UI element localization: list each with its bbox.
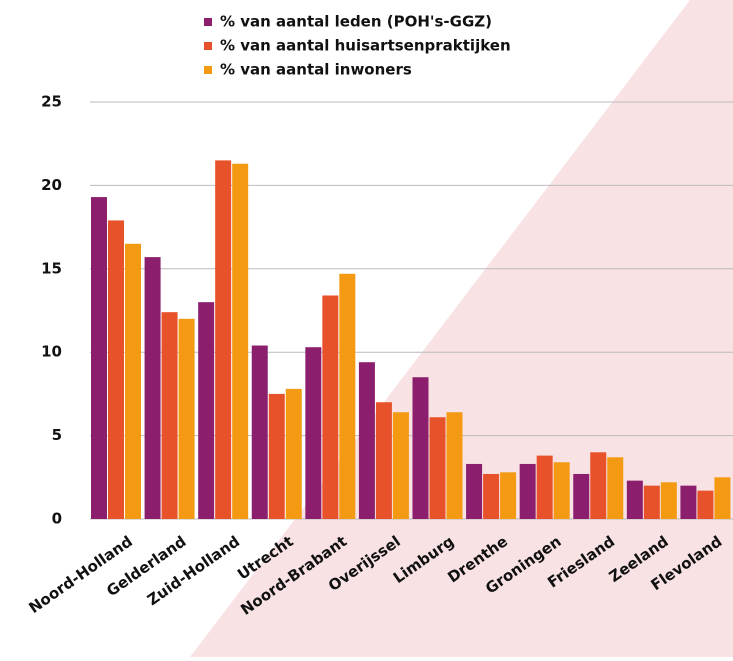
bar — [161, 312, 178, 519]
x-tick-label: Zuid-Holland — [144, 532, 243, 609]
bar — [429, 417, 446, 519]
y-tick-label: 25 — [41, 93, 62, 111]
bar — [483, 473, 500, 519]
bar — [339, 273, 356, 519]
bar — [500, 472, 517, 519]
bar — [573, 473, 590, 519]
bar — [178, 318, 195, 519]
bar — [680, 485, 697, 519]
bar — [466, 463, 483, 519]
legend-label: % van aantal huisartsenpraktijken — [220, 37, 511, 55]
bar — [251, 345, 268, 519]
bar — [108, 220, 124, 520]
bar — [91, 197, 107, 520]
y-tick-label: 20 — [41, 176, 62, 194]
bar — [714, 477, 731, 519]
bar — [125, 243, 141, 519]
bar — [144, 257, 161, 519]
bar — [660, 482, 677, 519]
bar — [536, 455, 553, 519]
y-tick-label: 15 — [41, 259, 62, 277]
y-tick-label: 10 — [41, 343, 62, 361]
bar — [697, 490, 714, 519]
bar — [643, 485, 660, 519]
bar — [305, 347, 322, 519]
bar — [590, 452, 607, 519]
bar — [232, 163, 249, 519]
bar — [607, 457, 624, 519]
y-tick-label: 5 — [52, 426, 62, 444]
legend-swatch — [204, 42, 212, 50]
bar — [268, 393, 285, 519]
legend-label: % van aantal leden (POH's-GGZ) — [220, 13, 492, 31]
legend-swatch — [204, 66, 212, 74]
bar — [358, 362, 375, 519]
y-tick-label: 0 — [52, 510, 62, 528]
bar — [198, 302, 215, 519]
bar — [285, 388, 302, 519]
bar — [322, 295, 339, 519]
bar — [446, 412, 463, 519]
legend-label: % van aantal inwoners — [220, 61, 412, 79]
legend-swatch — [204, 18, 212, 26]
bar — [215, 160, 232, 519]
bar — [412, 377, 429, 519]
bar — [519, 463, 536, 519]
bar — [375, 402, 392, 519]
bar — [392, 412, 409, 519]
bar — [553, 462, 570, 519]
bar — [626, 480, 643, 519]
